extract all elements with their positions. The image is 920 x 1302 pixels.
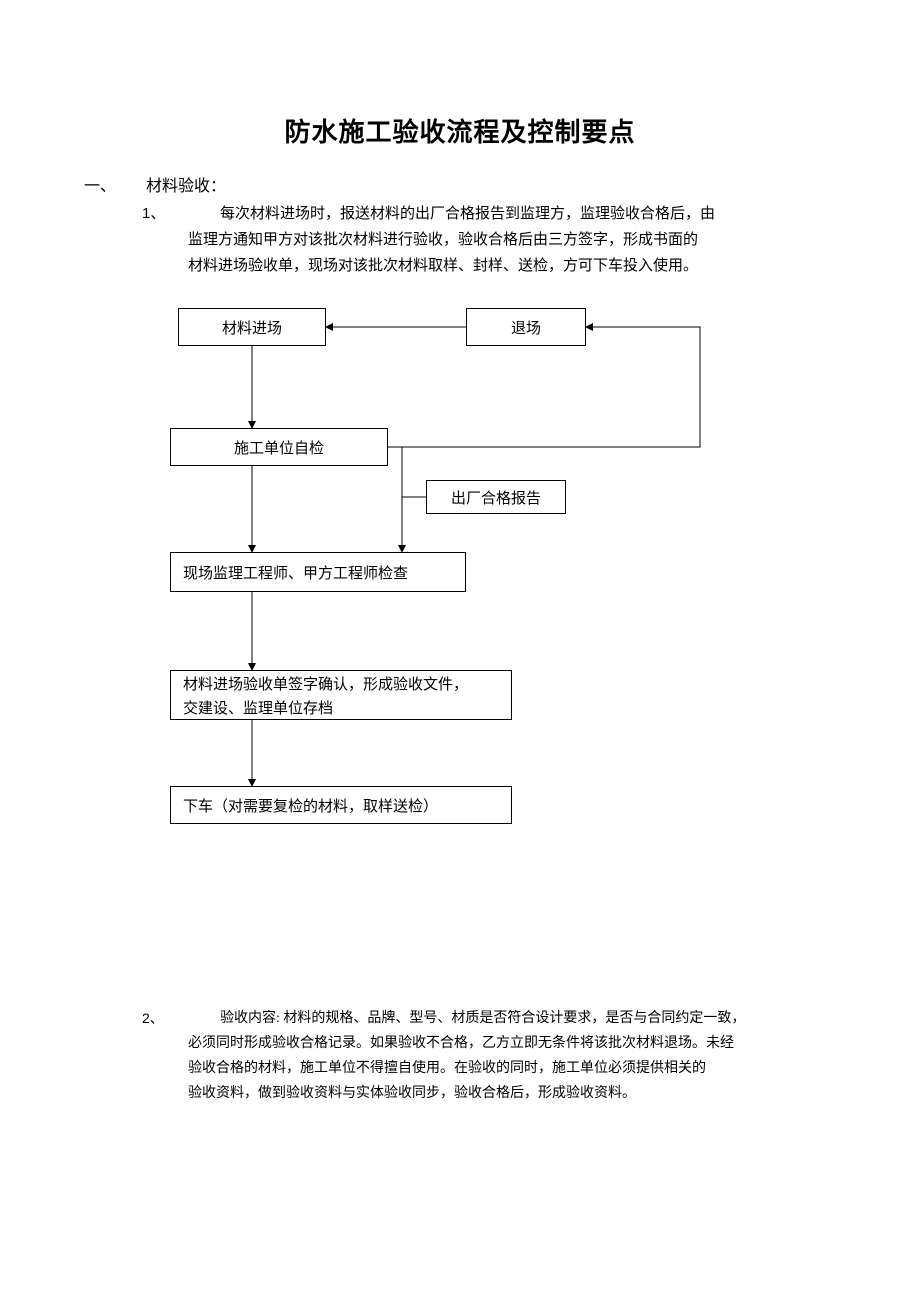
flowchart-node-n2: 退场 <box>466 308 586 346</box>
flowchart-node-n3: 施工单位自检 <box>170 428 388 466</box>
flowchart-node-n5: 现场监理工程师、甲方工程师检查 <box>170 552 466 592</box>
item-2-line1: 验收内容: 材料的规格、品牌、型号、材质是否符合设计要求，是否与合同约定一致， <box>220 1011 745 1026</box>
section-1-heading: 一、 材料验收： <box>84 172 226 196</box>
section-1-label: 材料验收： <box>146 178 226 195</box>
item-2-number: 2、 <box>142 1006 220 1031</box>
page-title: 防水施工验收流程及控制要点 <box>0 112 920 149</box>
item-1-body: 每次材料进场时，报送材料的出厂合格报告到监理方，监理验收合格后，由监理方通知甲方… <box>220 201 840 279</box>
flowchart-node-n1: 材料进场 <box>178 308 326 346</box>
item-1-line2: 监理方通知甲方对该批次材料进行验收，验收合格后由三方签字，形成书面的 <box>188 227 840 253</box>
item-2-line2: 必须同时形成验收合格记录。如果验收不合格，乙方立即无条件将该批次材料退场。未经 <box>188 1031 855 1056</box>
item-1-line1: 每次材料进场时，报送材料的出厂合格报告到监理方，监理验收合格后，由 <box>220 206 715 222</box>
flowchart-node-n6b: 交建设、监理单位存档 <box>170 695 512 720</box>
item-1: 1、每次材料进场时，报送材料的出厂合格报告到监理方，监理验收合格后，由监理方通知… <box>142 201 852 279</box>
flowchart-node-n6a: 材料进场验收单签字确认，形成验收文件， <box>170 670 512 695</box>
item-2: 2、验收内容: 材料的规格、品牌、型号、材质是否符合设计要求，是否与合同约定一致… <box>142 1006 862 1106</box>
material-acceptance-flowchart: 材料进场 退场施工单位自检出厂合格报告现场监理工程师、甲方工程师检查材料进场验收单… <box>170 300 730 860</box>
item-1-number: 1、 <box>142 201 220 227</box>
item-2-line4: 验收资料，做到验收资料与实体验收同步，验收合格后，形成验收资料。 <box>188 1081 855 1106</box>
flowchart-node-n4: 出厂合格报告 <box>426 480 566 514</box>
section-1-number: 一、 <box>84 178 116 195</box>
item-2-line3: 验收合格的材料，施工单位不得擅自使用。在验收的同时，施工单位必须提供相关的 <box>188 1056 855 1081</box>
item-2-body: 验收内容: 材料的规格、品牌、型号、材质是否符合设计要求，是否与合同约定一致，必… <box>220 1006 855 1106</box>
item-1-line3: 材料进场验收单，现场对该批次材料取样、封样、送检，方可下车投入使用。 <box>188 253 840 279</box>
flowchart-node-n7: 下车（对需要复检的材料，取样送检） <box>170 786 512 824</box>
